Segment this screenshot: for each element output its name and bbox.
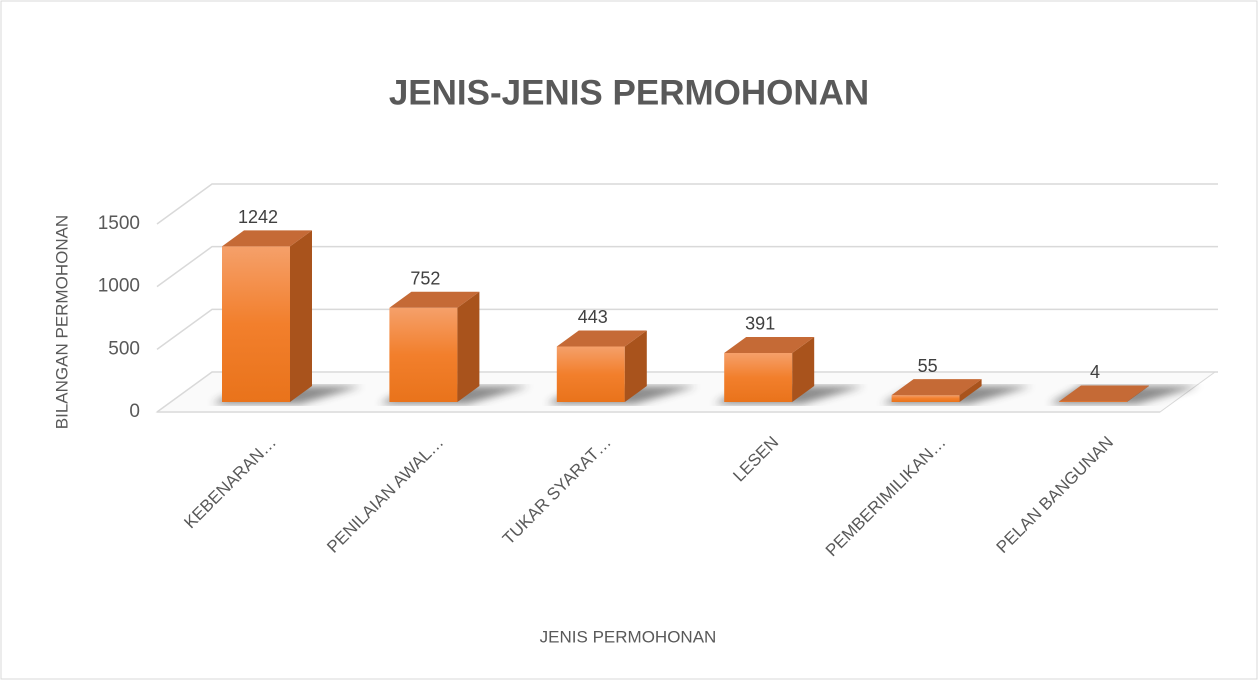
grid-line xyxy=(156,183,1218,225)
value-label: 391 xyxy=(745,314,775,334)
bar-side xyxy=(457,291,480,402)
y-tick-label: 1500 xyxy=(98,213,140,234)
bar-front xyxy=(891,395,960,402)
bar xyxy=(389,291,480,402)
bar-top xyxy=(389,291,480,308)
y-tick-label: 500 xyxy=(108,338,140,359)
bar-side xyxy=(792,336,815,402)
value-label: 752 xyxy=(410,268,440,288)
bar-top xyxy=(891,379,982,396)
bar-side xyxy=(290,230,312,402)
y-tick-label: 1000 xyxy=(98,276,140,297)
value-label: 443 xyxy=(578,307,608,327)
bar-top xyxy=(222,230,312,247)
bar-top xyxy=(556,330,647,347)
chart-title: JENIS-JENIS PERMOHONAN xyxy=(389,73,869,112)
value-label: 55 xyxy=(918,356,938,376)
grid-line xyxy=(156,308,1218,350)
bar xyxy=(222,230,312,402)
bar xyxy=(1059,385,1149,402)
bar-front xyxy=(222,246,290,402)
bar xyxy=(556,330,647,402)
y-tick-label: 0 xyxy=(129,401,140,422)
value-label: 4 xyxy=(1090,362,1100,382)
value-label: 1242 xyxy=(238,207,278,227)
bar-front xyxy=(389,307,458,402)
bar-front xyxy=(724,352,793,402)
bar-top xyxy=(1059,385,1149,402)
x-axis-title: JENIS PERMOHONAN xyxy=(540,627,717,646)
bar-front xyxy=(1059,401,1127,402)
grid-line xyxy=(156,245,1218,288)
grid-line xyxy=(156,371,1218,413)
y-axis-title: BILANGAN PERMOHONAN xyxy=(52,215,71,429)
bar-side xyxy=(624,330,647,402)
bar-side xyxy=(959,379,982,402)
bar-front xyxy=(556,346,625,402)
bar-top xyxy=(724,336,815,353)
bar xyxy=(724,336,815,402)
bar-side xyxy=(1127,385,1149,402)
bar xyxy=(891,379,982,402)
